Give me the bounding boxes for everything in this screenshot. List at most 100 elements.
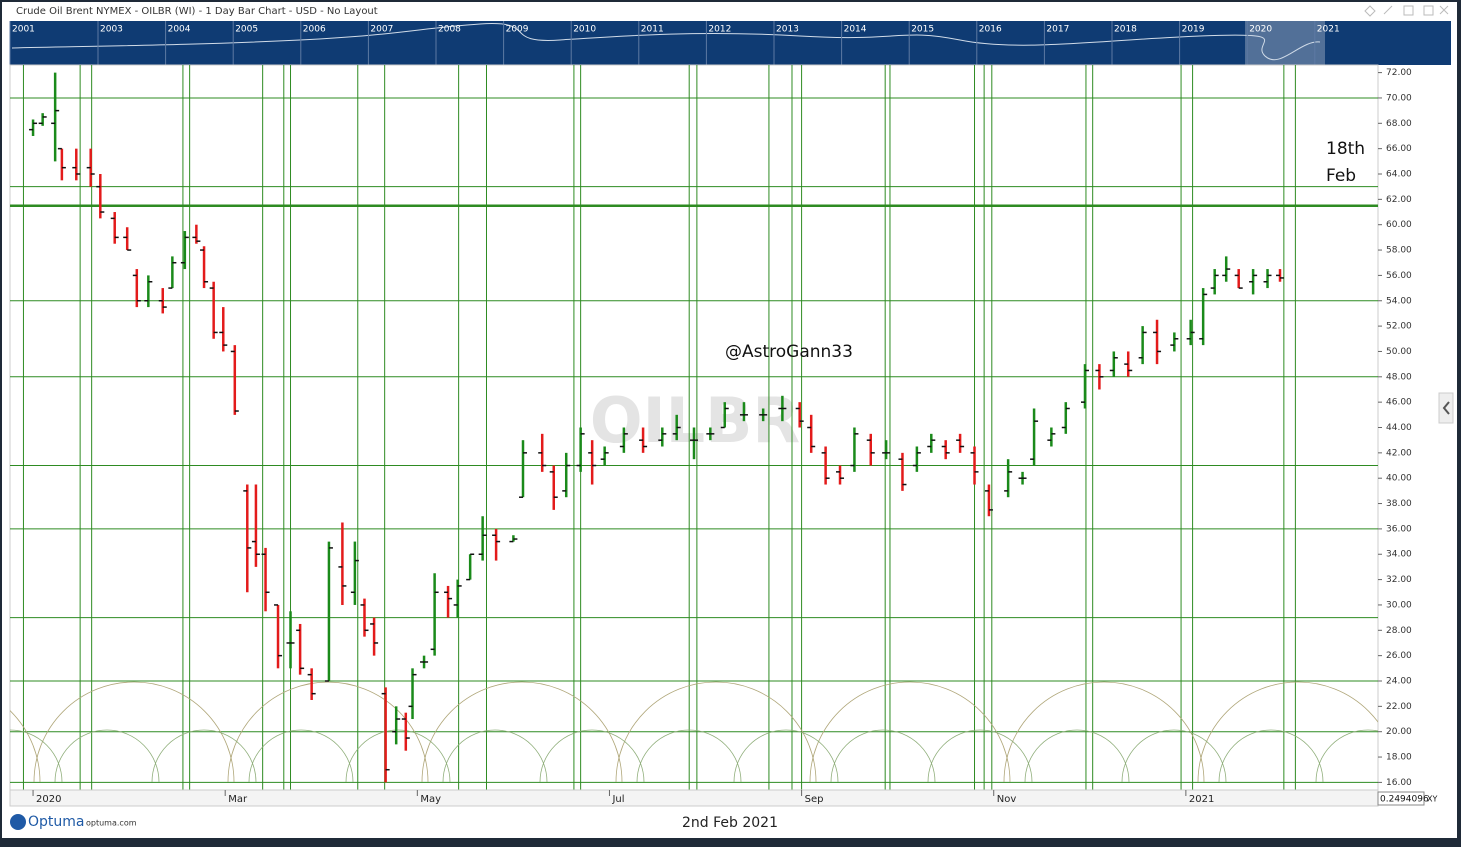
overview-year: 2012 bbox=[708, 25, 731, 35]
arc bbox=[1024, 729, 1130, 783]
overview-line bbox=[11, 23, 1321, 61]
brand-logo bbox=[10, 814, 26, 830]
arc bbox=[539, 729, 645, 783]
y-tick-label: 44.00 bbox=[1386, 423, 1412, 433]
arc bbox=[927, 729, 1033, 783]
overview-year: 2004 bbox=[168, 25, 191, 35]
y-tick-label: 30.00 bbox=[1386, 600, 1412, 610]
overview-year: 2014 bbox=[844, 25, 867, 35]
arc bbox=[442, 729, 548, 783]
arc bbox=[1121, 729, 1227, 783]
annotation: Feb bbox=[1326, 166, 1356, 186]
arc bbox=[1315, 729, 1378, 783]
overview-year: 2017 bbox=[1046, 25, 1069, 35]
arc bbox=[1003, 681, 1205, 783]
arc bbox=[615, 681, 817, 783]
y-tick-label: 56.00 bbox=[1386, 271, 1412, 281]
y-tick-label: 52.00 bbox=[1386, 322, 1412, 332]
overview-year: 2019 bbox=[1182, 25, 1205, 35]
x-axis-labels: 2020 Mar May Jul Sep Nov 2021 bbox=[32, 790, 1214, 805]
x-tick-label: 2020 bbox=[36, 794, 61, 805]
arc bbox=[1218, 729, 1324, 783]
brand-url: optuma.com bbox=[86, 819, 137, 828]
arcs bbox=[10, 681, 1378, 783]
x-tick-label: Jul bbox=[611, 794, 624, 805]
arc bbox=[151, 729, 257, 783]
y-tick-label: 72.00 bbox=[1386, 68, 1412, 78]
x-tick-label: 2021 bbox=[1189, 794, 1214, 805]
arc bbox=[54, 729, 160, 783]
overview-year: 2021 bbox=[1317, 25, 1340, 35]
overview-year: 2015 bbox=[911, 25, 934, 35]
y-tick-label: 60.00 bbox=[1386, 220, 1412, 230]
overview-year: 2013 bbox=[776, 25, 799, 35]
overview bbox=[10, 21, 1451, 65]
chart-title: Crude Oil Brent NYMEX - OILBR (WI) - 1 D… bbox=[16, 6, 378, 17]
overview-year: 2001 bbox=[12, 25, 35, 35]
annotation: 18th bbox=[1326, 139, 1365, 159]
y-tick-label: 28.00 bbox=[1386, 626, 1412, 636]
x-axis bbox=[9, 789, 1379, 807]
arc bbox=[421, 681, 623, 783]
cursor-box bbox=[1377, 791, 1425, 806]
window-icons[interactable] bbox=[1364, 5, 1449, 17]
arc bbox=[227, 681, 429, 783]
arc bbox=[636, 729, 742, 783]
overview-year: 2020 bbox=[1249, 25, 1272, 35]
overview-year: 2011 bbox=[641, 25, 664, 35]
overview-year: 2016 bbox=[979, 25, 1002, 35]
y-tick-label: 32.00 bbox=[1386, 575, 1412, 585]
y-tick-label: 50.00 bbox=[1386, 347, 1412, 357]
y-tick-label: 62.00 bbox=[1386, 195, 1412, 205]
arc bbox=[33, 681, 235, 783]
overview-year: 2005 bbox=[235, 25, 258, 35]
y-tick-label: 38.00 bbox=[1386, 499, 1412, 509]
arc bbox=[10, 729, 63, 783]
cursor-mode[interactable]: XY bbox=[1427, 795, 1437, 804]
overview-year: 2018 bbox=[1114, 25, 1137, 35]
arc bbox=[345, 729, 451, 783]
y-axis: 16.00 18.00 20.00 22.00 24.00 26.00 28.00 30.00… bbox=[1378, 68, 1412, 788]
arc bbox=[830, 729, 936, 783]
y-tick-label: 36.00 bbox=[1386, 524, 1412, 534]
grid bbox=[10, 65, 1378, 790]
overview-year: 2008 bbox=[438, 25, 461, 35]
y-tick-label: 46.00 bbox=[1386, 398, 1412, 408]
y-tick-label: 68.00 bbox=[1386, 119, 1412, 129]
y-tick-label: 16.00 bbox=[1386, 778, 1412, 788]
arc bbox=[248, 729, 354, 783]
bars bbox=[29, 72, 1285, 783]
y-tick-label: 40.00 bbox=[1386, 474, 1412, 484]
side-toggle[interactable] bbox=[1438, 392, 1454, 424]
cursor-value: 0.2494096 bbox=[1380, 795, 1429, 805]
x-tick-label: Nov bbox=[997, 794, 1017, 805]
y-tick-label: 70.00 bbox=[1386, 93, 1412, 103]
side-toggle-icon bbox=[1442, 401, 1450, 415]
y-tick-label: 64.00 bbox=[1386, 170, 1412, 180]
y-tick-label: 26.00 bbox=[1386, 651, 1412, 661]
x-tick-label: Mar bbox=[228, 794, 248, 805]
y-tick-label: 42.00 bbox=[1386, 448, 1412, 458]
y-tick-label: 58.00 bbox=[1386, 246, 1412, 256]
overview-years: 2001 2003 2004 2005 2006 2007 2008 2009 2010 2011… bbox=[9, 21, 1340, 65]
overview-year: 2003 bbox=[100, 25, 123, 35]
y-tick-label: 18.00 bbox=[1386, 753, 1412, 763]
brand: Optuma bbox=[28, 814, 85, 830]
y-tick-label: 66.00 bbox=[1386, 144, 1412, 154]
x-tick-label: Sep bbox=[805, 794, 824, 805]
y-tick-label: 24.00 bbox=[1386, 676, 1412, 686]
footer-date: 2nd Feb 2021 bbox=[682, 815, 778, 831]
overview-year: 2009 bbox=[506, 25, 529, 35]
y-tick-label: 48.00 bbox=[1386, 372, 1412, 382]
x-tick-label: May bbox=[420, 794, 441, 805]
y-tick-label: 34.00 bbox=[1386, 550, 1412, 560]
overview-year: 2010 bbox=[573, 25, 596, 35]
arc bbox=[733, 729, 839, 783]
annotation: @AstroGann33 bbox=[725, 342, 853, 362]
arc bbox=[809, 681, 1011, 783]
overview-year: 2006 bbox=[303, 25, 326, 35]
y-tick-label: 20.00 bbox=[1386, 727, 1412, 737]
arc bbox=[1197, 681, 1378, 783]
